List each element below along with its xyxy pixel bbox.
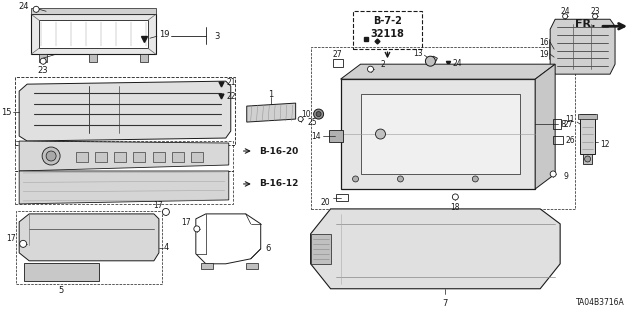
- Text: 4: 4: [164, 243, 169, 252]
- Text: 18: 18: [451, 203, 460, 212]
- Polygon shape: [535, 64, 555, 189]
- Circle shape: [42, 147, 60, 165]
- Polygon shape: [310, 234, 331, 264]
- Circle shape: [40, 58, 46, 64]
- Text: 9: 9: [563, 173, 568, 182]
- Bar: [246, 263, 258, 269]
- Circle shape: [314, 109, 324, 119]
- Bar: [89, 54, 97, 62]
- Text: 2: 2: [381, 60, 385, 69]
- Bar: [333, 59, 342, 67]
- Circle shape: [367, 66, 374, 72]
- Bar: [578, 114, 597, 119]
- Bar: [115, 152, 126, 162]
- Bar: [39, 54, 47, 62]
- Bar: [134, 152, 145, 162]
- Text: 20: 20: [321, 198, 331, 207]
- Text: 11: 11: [566, 115, 575, 123]
- Polygon shape: [247, 103, 296, 122]
- Circle shape: [452, 194, 458, 200]
- Text: 7: 7: [443, 299, 448, 308]
- Polygon shape: [340, 64, 555, 79]
- Bar: [201, 263, 213, 269]
- Bar: [31, 8, 156, 14]
- Text: 23: 23: [38, 66, 49, 75]
- Bar: [335, 194, 348, 201]
- Text: 1: 1: [268, 90, 273, 99]
- Bar: [583, 154, 592, 164]
- Text: 3: 3: [214, 32, 219, 41]
- Text: 19: 19: [540, 50, 549, 59]
- Circle shape: [376, 129, 385, 139]
- Polygon shape: [19, 81, 231, 141]
- Text: 27: 27: [333, 50, 342, 59]
- Circle shape: [316, 112, 321, 116]
- Bar: [76, 152, 88, 162]
- Polygon shape: [310, 209, 560, 289]
- Text: 17: 17: [181, 219, 191, 227]
- Circle shape: [298, 116, 303, 122]
- Text: 8: 8: [560, 120, 566, 129]
- Polygon shape: [19, 214, 159, 261]
- Polygon shape: [39, 20, 148, 48]
- Text: 14: 14: [311, 131, 321, 141]
- Text: 26: 26: [565, 136, 575, 145]
- Bar: [152, 152, 164, 162]
- Polygon shape: [360, 94, 520, 174]
- Polygon shape: [340, 79, 535, 189]
- Bar: [553, 119, 561, 129]
- Bar: [553, 136, 563, 144]
- Text: 22: 22: [227, 92, 236, 100]
- Circle shape: [20, 240, 27, 247]
- Circle shape: [353, 176, 358, 182]
- Bar: [328, 130, 342, 142]
- Bar: [191, 152, 203, 162]
- Text: 24: 24: [452, 59, 462, 68]
- Circle shape: [33, 6, 39, 12]
- Text: 13: 13: [413, 49, 422, 58]
- Polygon shape: [426, 56, 437, 65]
- Polygon shape: [24, 263, 99, 281]
- Text: 10: 10: [301, 110, 310, 119]
- Circle shape: [163, 208, 170, 215]
- Circle shape: [563, 14, 568, 19]
- Text: 6: 6: [266, 244, 271, 253]
- Polygon shape: [19, 141, 228, 171]
- Text: 32118: 32118: [371, 29, 404, 39]
- Text: B-16-12: B-16-12: [259, 180, 298, 189]
- Text: B-16-20: B-16-20: [259, 146, 298, 156]
- Polygon shape: [31, 14, 156, 54]
- Text: 24: 24: [561, 7, 570, 16]
- Text: 27: 27: [563, 120, 573, 129]
- Text: 5: 5: [58, 286, 64, 295]
- Text: FR.: FR.: [575, 19, 595, 29]
- Text: 16: 16: [540, 38, 549, 47]
- Text: 15: 15: [1, 108, 11, 116]
- Text: TA04B3716A: TA04B3716A: [576, 298, 625, 307]
- Text: 12: 12: [600, 139, 609, 149]
- Circle shape: [46, 151, 56, 161]
- Circle shape: [472, 176, 478, 182]
- Text: 21: 21: [227, 78, 236, 87]
- Polygon shape: [19, 171, 228, 204]
- Polygon shape: [550, 19, 615, 74]
- Text: 17: 17: [6, 234, 16, 243]
- Circle shape: [550, 171, 556, 177]
- Text: 17: 17: [153, 201, 163, 211]
- Bar: [140, 54, 148, 62]
- Circle shape: [397, 176, 403, 182]
- Bar: [172, 152, 184, 162]
- Text: B-7-2: B-7-2: [373, 16, 402, 26]
- Circle shape: [194, 226, 200, 232]
- Circle shape: [426, 56, 435, 66]
- Text: 19: 19: [159, 30, 170, 39]
- Text: 24: 24: [19, 2, 29, 11]
- Bar: [580, 114, 595, 154]
- Bar: [95, 152, 107, 162]
- Circle shape: [593, 14, 598, 19]
- Text: 25: 25: [308, 118, 317, 127]
- Circle shape: [584, 156, 591, 162]
- Text: 23: 23: [590, 7, 600, 16]
